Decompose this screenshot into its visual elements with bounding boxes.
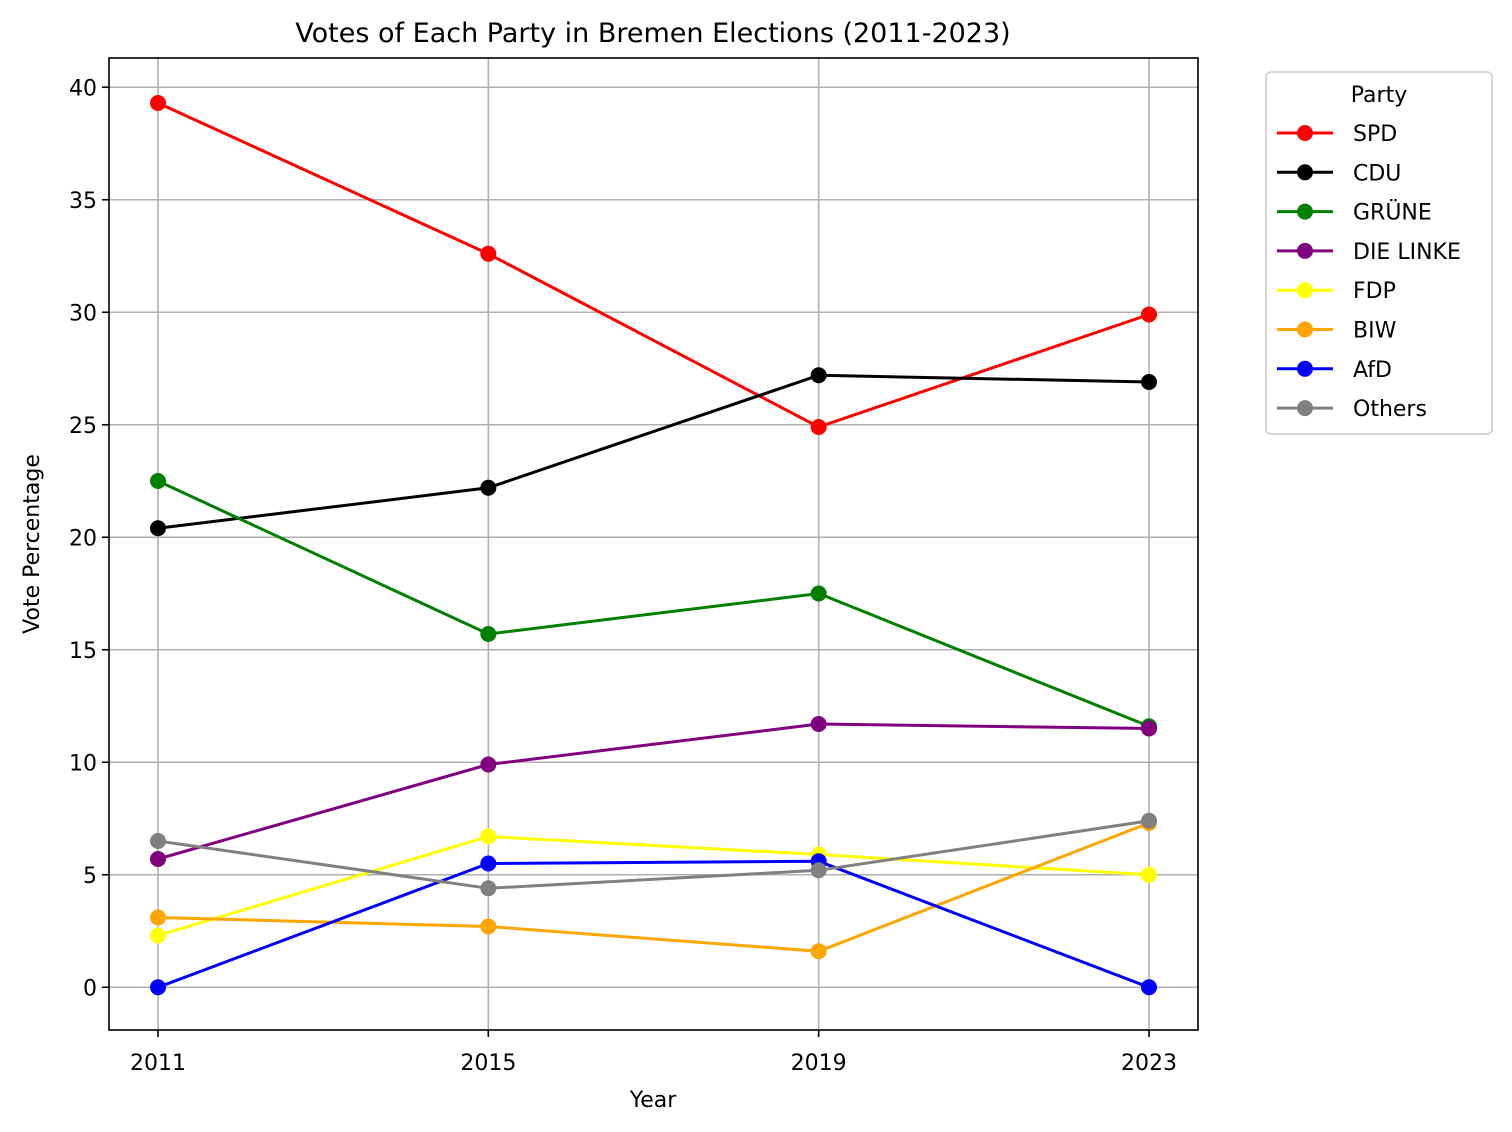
legend-label-spd: SPD — [1353, 122, 1397, 147]
data-point-afd — [1141, 979, 1157, 996]
grid-lines — [109, 58, 1198, 1030]
legend-marker-others — [1297, 400, 1313, 417]
legend-label-gr-ne: GRÜNE — [1353, 200, 1432, 226]
legend-marker-gr-ne — [1297, 203, 1313, 220]
x-axis-title: Year — [629, 1088, 678, 1113]
data-point-fdp — [1141, 866, 1157, 883]
y-tick-label: 35 — [69, 189, 97, 214]
legend-label-afd: AfD — [1353, 358, 1392, 383]
data-point-gr-ne — [480, 626, 497, 642]
series-line-spd — [157, 101, 1150, 429]
data-point-die-linke — [150, 851, 166, 867]
data-point-others — [480, 880, 497, 897]
y-tick-label: 20 — [69, 526, 97, 551]
data-point-biw — [810, 943, 827, 960]
data-point-fdp — [480, 828, 497, 845]
legend-marker-fdp — [1297, 282, 1313, 299]
data-point-die-linke — [1141, 720, 1157, 737]
data-point-biw — [150, 909, 166, 926]
data-point-others — [1141, 812, 1157, 829]
data-point-others — [150, 833, 166, 849]
legend: Party SPD CDU GRÜNE DIE LINKE FDP BIW AfD Other… — [1265, 71, 1493, 435]
y-tick-label: 5 — [83, 864, 97, 889]
x-tick-label: 2019 — [791, 1051, 847, 1076]
legend-label-others: Others — [1353, 397, 1427, 422]
data-point-cdu — [1141, 374, 1157, 390]
data-point-die-linke — [480, 756, 497, 773]
data-point-others — [810, 862, 827, 879]
legend-marker-cdu — [1297, 164, 1313, 181]
y-tick-label: 15 — [69, 639, 97, 664]
legend-marker-afd — [1297, 360, 1313, 377]
data-point-fdp — [150, 927, 166, 944]
data-point-spd — [1141, 306, 1157, 323]
data-point-biw — [480, 918, 497, 935]
data-point-cdu — [810, 367, 827, 384]
x-tick-label: 2011 — [130, 1051, 186, 1076]
legend-marker-spd — [1297, 125, 1313, 141]
legend-label-fdp: FDP — [1353, 279, 1396, 304]
legend-marker-die-linke — [1297, 242, 1313, 259]
data-point-afd — [150, 979, 166, 996]
data-point-spd — [150, 95, 166, 111]
series-line-die-linke — [157, 722, 1150, 861]
data-point-spd — [810, 419, 827, 435]
series-line-gr-ne — [157, 479, 1150, 728]
series-line-cdu — [157, 373, 1150, 530]
series-line-biw — [157, 821, 1150, 953]
legend-marker-biw — [1297, 321, 1313, 338]
y-tick-label: 10 — [69, 751, 97, 776]
x-tick-label: 2023 — [1121, 1051, 1177, 1076]
series-line-fdp — [157, 834, 1150, 937]
legend-label-biw: BIW — [1353, 319, 1397, 344]
data-point-gr-ne — [150, 473, 166, 489]
chart-title: Votes of Each Party in Bremen Elections … — [295, 18, 1010, 49]
series-line-others — [157, 819, 1150, 890]
legend-label-cdu: CDU — [1353, 161, 1401, 186]
data-point-afd — [480, 855, 497, 872]
y-tick-label: 25 — [69, 414, 97, 439]
y-tick-label: 40 — [69, 76, 97, 101]
series-line-afd — [157, 859, 1150, 989]
y-axis-title: Vote Percentage — [20, 454, 45, 634]
y-tick-label: 0 — [83, 976, 97, 1001]
data-point-spd — [480, 245, 497, 262]
plot-frame — [108, 57, 1199, 1031]
legend-title: Party — [1351, 83, 1407, 108]
data-point-die-linke — [810, 716, 827, 732]
y-tick-label: 30 — [69, 301, 97, 326]
y-axis: 0 5 10 15 20 25 30 35 40 — [69, 76, 109, 1001]
data-point-cdu — [150, 520, 166, 537]
x-tick-label: 2015 — [460, 1051, 516, 1076]
data-point-cdu — [480, 479, 497, 496]
data-point-gr-ne — [810, 585, 827, 602]
legend-label-die-linke: DIE LINKE — [1353, 240, 1461, 265]
legend-box — [1265, 71, 1493, 435]
series-group — [150, 95, 1157, 996]
x-axis: 2011 2015 2019 2023 — [130, 1030, 1177, 1076]
